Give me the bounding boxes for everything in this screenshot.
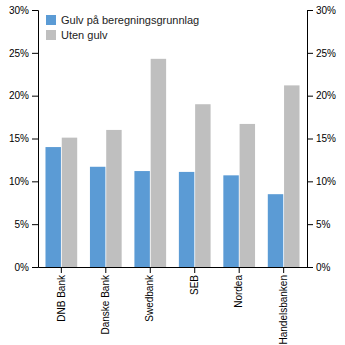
y-axis: 0% 5% 10% 15% 20% 25% 30% — [9, 5, 39, 273]
tick-label: 20% — [316, 90, 336, 101]
bar — [90, 167, 105, 267]
tick-label: 30% — [316, 5, 336, 16]
axis-line — [32, 11, 39, 268]
tick: SEB — [189, 267, 200, 295]
tick-mark — [239, 267, 240, 273]
tick-label: 10% — [316, 176, 336, 187]
tick-mark — [32, 10, 38, 11]
legend-label: Gulv på beregningsgrunnlag — [61, 14, 199, 26]
bar — [195, 104, 210, 267]
bar — [151, 59, 166, 267]
tick-label: SEB — [189, 275, 200, 295]
tick-mark — [307, 10, 313, 11]
tick: 5% — [15, 219, 38, 230]
tick: Swedbank — [144, 267, 155, 322]
tick-label: 5% — [316, 219, 331, 230]
tick: 0% — [15, 262, 38, 273]
y2-axis: 0% 5% 10% 15% 20% 25% 30% — [307, 5, 336, 273]
bar — [268, 194, 283, 267]
tick-label: Swedbank — [144, 274, 155, 322]
axis-line — [39, 267, 308, 268]
tick: 15% — [307, 133, 336, 144]
tick-mark — [307, 267, 313, 268]
tick: 30% — [9, 5, 38, 16]
tick: 5% — [307, 219, 331, 230]
legend-item: Uten gulv — [46, 29, 108, 41]
tick: Handelsbanken — [278, 267, 289, 345]
tick-mark — [194, 267, 195, 273]
tick: 25% — [307, 48, 336, 59]
tick-mark — [61, 267, 62, 273]
tick-label: DNB Bank — [56, 274, 67, 322]
tick-label: 5% — [15, 219, 30, 230]
bar — [240, 124, 255, 267]
tick-label: Nordea — [233, 275, 244, 308]
tick-mark — [32, 267, 38, 268]
tick-label: Handelsbanken — [278, 275, 289, 345]
tick-mark — [307, 53, 313, 54]
tick: DNB Bank — [56, 267, 67, 322]
tick: 25% — [9, 48, 38, 59]
tick-label: Danske Bank — [100, 274, 111, 334]
tick-mark — [307, 224, 313, 225]
tick-label: 0% — [15, 262, 30, 273]
tick-mark — [32, 139, 38, 140]
tick-mark — [105, 267, 106, 273]
tick-mark — [150, 267, 151, 273]
tick-label: 0% — [316, 262, 331, 273]
tick-label: 15% — [316, 133, 336, 144]
tick-mark — [32, 224, 38, 225]
tick: 10% — [307, 176, 336, 187]
tick-mark — [307, 139, 313, 140]
tick-mark — [283, 267, 284, 273]
legend-item: Gulv på beregningsgrunnlag — [46, 14, 199, 26]
tick-label: 15% — [9, 133, 29, 144]
tick: 20% — [9, 90, 38, 101]
x-axis: DNB Bank Danske Bank Swedbank SEB Nordea Hand… — [39, 267, 308, 345]
tick-label: 20% — [9, 90, 29, 101]
bar-series — [62, 59, 300, 267]
tick-mark — [32, 181, 38, 182]
bar — [134, 171, 149, 267]
axis-line — [308, 11, 314, 268]
tick-label: 30% — [9, 5, 29, 16]
legend-swatch — [46, 30, 56, 40]
legend-swatch — [46, 15, 56, 25]
legend-label: Uten gulv — [61, 29, 108, 41]
tick-mark — [307, 96, 313, 97]
tick-mark — [307, 181, 313, 182]
bars — [45, 59, 299, 267]
tick-mark — [32, 96, 38, 97]
tick: 15% — [9, 133, 38, 144]
bar — [179, 172, 194, 267]
plot: 0% 5% 10% 15% 20% 25% 30% 0% 5% 10% 15% 20% 25% 30% DN… — [9, 5, 336, 345]
bar — [106, 130, 121, 267]
chart: 0% 5% 10% 15% 20% 25% 30% 0% 5% 10% 15% 20% 25% 30% DN… — [0, 0, 345, 345]
tick: Nordea — [233, 267, 244, 308]
tick: 0% — [307, 262, 331, 273]
legend: Gulv på beregningsgrunnlag Uten gulv — [46, 14, 199, 41]
tick-mark — [32, 53, 38, 54]
tick-label: 10% — [9, 176, 29, 187]
bar — [284, 85, 299, 267]
tick: Danske Bank — [100, 267, 111, 334]
tick: 20% — [307, 90, 336, 101]
bar — [62, 138, 77, 267]
tick-label: 25% — [9, 48, 29, 59]
tick: 30% — [307, 5, 336, 16]
bar — [45, 147, 60, 267]
tick: 10% — [9, 176, 38, 187]
tick-label: 25% — [316, 48, 336, 59]
bar — [223, 175, 238, 267]
